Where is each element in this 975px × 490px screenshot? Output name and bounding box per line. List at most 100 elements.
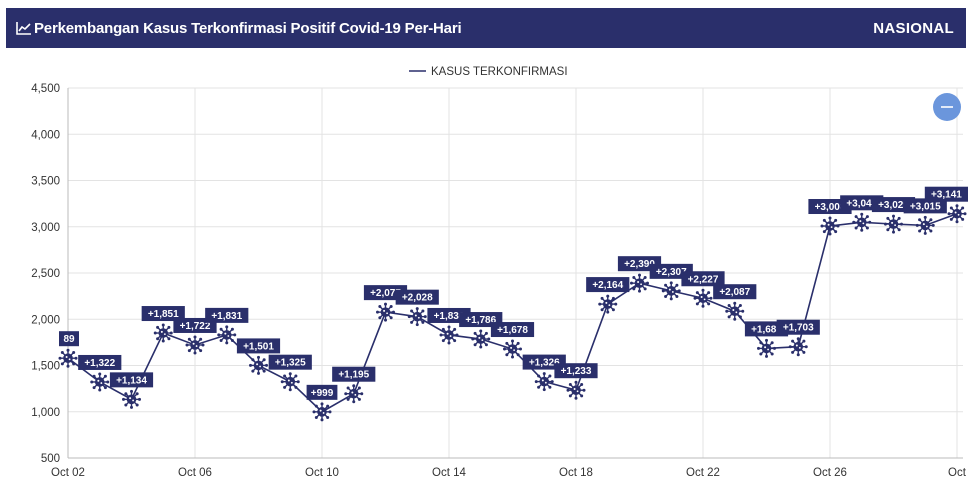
- data-label: +1,703: [783, 323, 814, 334]
- virus-marker: [788, 337, 808, 357]
- data-label: +2,077: [370, 288, 401, 299]
- data-label-box: [141, 306, 185, 322]
- x-tick-label: Oct 06: [178, 467, 212, 479]
- data-label-box: [924, 186, 968, 202]
- data-label: +1,501: [243, 341, 274, 352]
- virus-marker: [534, 372, 554, 392]
- data-label-box: [776, 319, 820, 335]
- data-label: +2,390: [624, 259, 655, 270]
- daily-cases-chart: 500 1,000 1,500 2,000 2,500 3,000 3,500 4,000 4,…: [31, 66, 968, 479]
- data-label: +2,087: [719, 287, 750, 298]
- data-label: +1,685: [751, 324, 782, 335]
- virus-marker: [852, 212, 872, 232]
- data-label: +1,134: [116, 375, 147, 386]
- data-label: +2,164: [592, 280, 623, 291]
- data-label: +2,227: [688, 274, 719, 285]
- series-line: [67, 212, 958, 413]
- virus-marker: [439, 325, 459, 345]
- data-label: +1,195: [338, 370, 369, 381]
- region-tag: NASIONAL: [873, 19, 954, 37]
- data-label: +1,831: [211, 311, 242, 322]
- header-title-group: Perkembangan Kasus Terkonfirmasi Positif…: [16, 19, 462, 37]
- data-label: +3,015: [910, 201, 941, 212]
- y-tick-label: 1,500: [31, 361, 60, 373]
- data-label-box: [713, 284, 757, 300]
- virus-marker: [693, 288, 713, 308]
- virus-marker: [757, 338, 776, 358]
- y-tick-label: 1,000: [31, 407, 60, 419]
- data-label-box: [268, 354, 312, 370]
- legend: KASUS TERKONFIRMASI: [409, 66, 568, 78]
- data-label: +3,141: [931, 190, 962, 201]
- line-chart-icon: [16, 22, 31, 35]
- grid: [67, 87, 963, 459]
- virus-marker: [280, 372, 300, 392]
- data-label: +3,029: [878, 200, 909, 211]
- legend-label: KASUS TERKONFIRMASI: [431, 66, 568, 78]
- virus-marker: [153, 323, 173, 343]
- data-label: +2,307: [656, 267, 687, 278]
- virus-marker: [820, 216, 840, 236]
- data-label-box: [554, 363, 598, 379]
- virus-marker: [725, 301, 745, 321]
- data-labels: 89+1,322+1,134+1,851+1,722+1,831+1,501+1…: [59, 186, 968, 400]
- data-label-box: [903, 198, 947, 214]
- virus-marker: [122, 389, 141, 409]
- data-label: +2,028: [402, 293, 433, 304]
- y-tick-label: 500: [41, 453, 60, 465]
- y-tick-label: 4,000: [31, 129, 60, 141]
- data-label: +1,722: [180, 321, 211, 332]
- x-tick-label: Oct 18: [559, 467, 593, 479]
- virus-marker: [344, 384, 364, 404]
- y-tick-label: 4,500: [31, 83, 60, 95]
- virus-marker: [630, 273, 649, 293]
- data-label-box: [59, 331, 79, 347]
- data-label-box: [586, 277, 630, 293]
- virus-marker: [58, 348, 78, 368]
- data-label-box: [205, 307, 249, 323]
- data-label: +1,851: [148, 309, 179, 320]
- y-tick-label: 3,000: [31, 222, 60, 234]
- data-label-box: [78, 354, 122, 370]
- virus-marker: [90, 372, 110, 392]
- y-tick-label: 3,500: [31, 176, 60, 188]
- data-label-box: [236, 338, 281, 354]
- data-label: 89: [63, 334, 75, 345]
- zoom-out-button[interactable]: [933, 93, 961, 121]
- header-bar: Perkembangan Kasus Terkonfirmasi Positif…: [6, 8, 966, 48]
- virus-marker: [884, 214, 903, 234]
- data-label-box: [395, 289, 439, 305]
- axes: 500 1,000 1,500 2,000 2,500 3,000 3,500 4,000 4,…: [31, 83, 967, 479]
- virus-marker: [947, 204, 967, 224]
- x-tick-label: Oct 22: [686, 467, 720, 479]
- data-label: +1,830: [434, 311, 465, 322]
- data-label-box: [109, 372, 154, 388]
- data-label: +1,322: [84, 358, 115, 369]
- data-label: +1,678: [497, 325, 528, 336]
- virus-marker: [471, 329, 491, 349]
- data-label: +1,326: [529, 358, 560, 369]
- header-title: Perkembangan Kasus Terkonfirmasi Positif…: [34, 19, 462, 37]
- data-label-box: [681, 271, 725, 287]
- virus-marker: [566, 380, 586, 400]
- data-label: +1,233: [561, 366, 592, 377]
- virus-marker: [661, 281, 681, 301]
- virus-marker: [503, 339, 522, 359]
- x-tick-label: Oct: [948, 467, 967, 479]
- virus-marker: [249, 355, 268, 375]
- virus-marker: [598, 294, 618, 314]
- virus-marker: [376, 302, 395, 322]
- x-tick-label: Oct 26: [813, 467, 847, 479]
- data-label-box: [306, 384, 338, 400]
- virus-marker: [407, 307, 427, 327]
- markers: [58, 204, 967, 422]
- data-label: +3,048: [846, 198, 877, 209]
- data-label: +1,325: [275, 358, 306, 369]
- series-line-group: [67, 212, 958, 413]
- y-tick-label: 2,500: [31, 268, 60, 280]
- data-label: +3,008: [815, 202, 846, 213]
- data-label: +1,786: [465, 315, 496, 326]
- virus-marker: [312, 402, 332, 422]
- x-tick-label: Oct 10: [305, 467, 339, 479]
- data-label: +999: [311, 388, 334, 399]
